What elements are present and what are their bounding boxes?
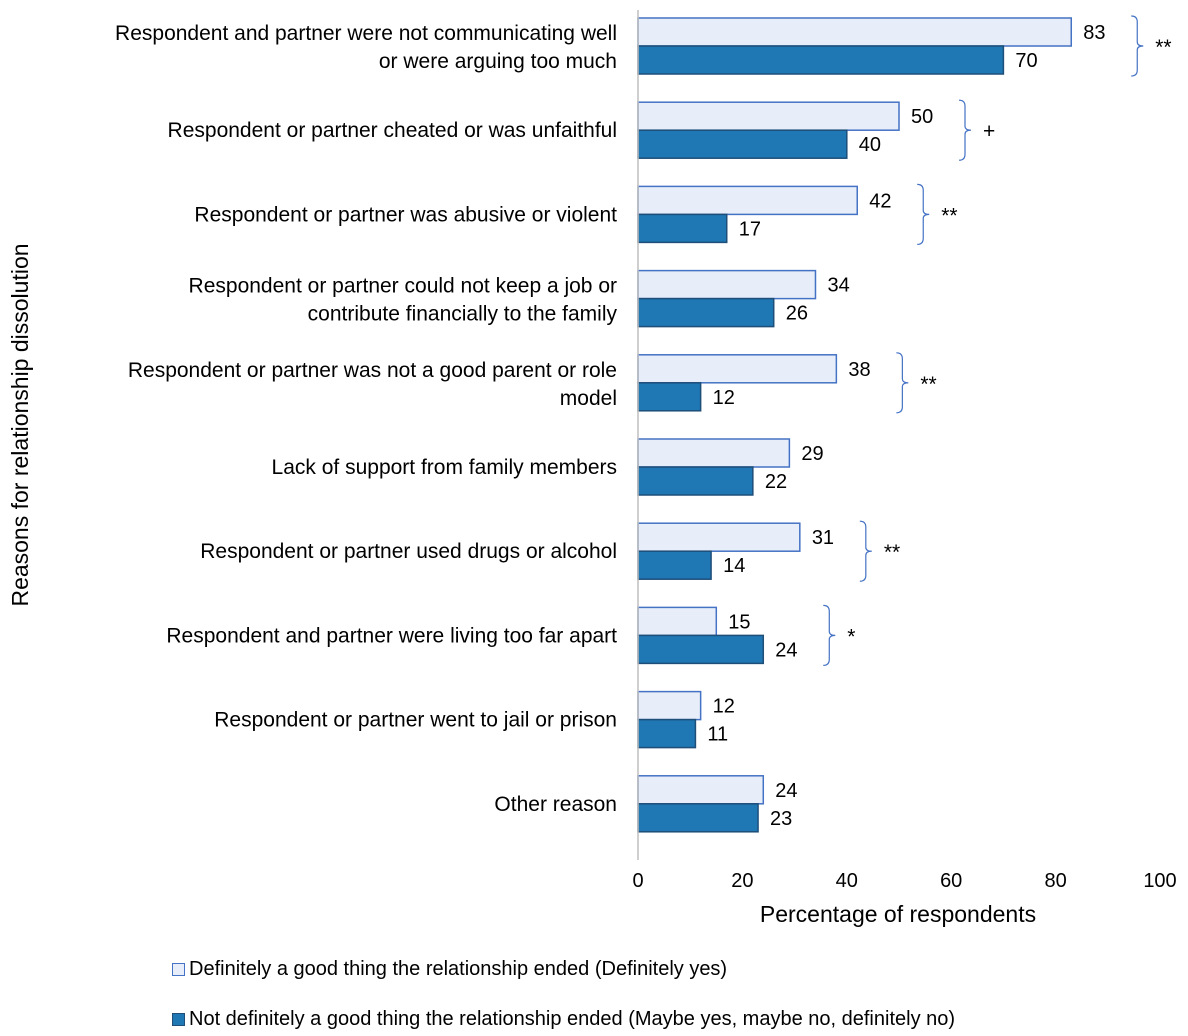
bar-not-definitely [637, 466, 754, 496]
bar-definitely-yes [637, 522, 801, 552]
data-label: 31 [812, 527, 834, 549]
legend-item-definitely-yes: Definitely a good thing the relationship… [172, 958, 727, 981]
significance-brackets: **+******* [823, 15, 1172, 666]
bar-definitely-yes [637, 438, 791, 468]
bar-not-definitely [637, 634, 765, 665]
data-label: 38 [848, 359, 870, 381]
significance-bracket [896, 352, 909, 414]
significance-marker: ** [941, 204, 957, 227]
data-label: 29 [801, 443, 823, 465]
significance-bracket [917, 183, 930, 245]
category-labels: Respondent and partner were not communic… [115, 22, 617, 816]
significance-marker: * [847, 625, 855, 648]
bar-definitely-yes [637, 775, 765, 805]
bar-not-definitely [637, 129, 848, 159]
value-labels: 83 70 50 40 42 17 34 26 38 12 29 22 31 14 15 24 12 11 24 23 [707, 22, 1105, 830]
y-axis-label: Reasons for relationship dissolution [7, 243, 33, 606]
significance-marker: ** [920, 373, 936, 396]
data-label: 24 [775, 639, 797, 661]
significance-marker: ** [884, 541, 900, 564]
data-label: 15 [728, 611, 750, 633]
x-tick-labels: 0 20 40 60 80 100 [632, 870, 1176, 892]
x-tick-label: 20 [731, 870, 753, 892]
category-label: Respondent or partner went to jail or pr… [214, 709, 617, 732]
x-tick-label: 60 [940, 870, 962, 892]
bar-not-definitely [637, 297, 775, 328]
data-label: 83 [1083, 22, 1105, 44]
bar-not-definitely [637, 718, 697, 749]
category-label: Respondent and partner were living too f… [166, 624, 617, 647]
data-label: 22 [765, 471, 787, 493]
x-tick-label: 0 [632, 870, 643, 892]
bar-definitely-yes [637, 606, 718, 637]
data-label: 12 [713, 387, 735, 409]
category-label: Respondent or partner was abusive or vio… [194, 203, 617, 226]
data-label: 12 [713, 696, 735, 718]
significance-bracket [859, 520, 872, 582]
bar-chart: Respondent and partner were not communic… [7, 10, 1177, 927]
significance-bracket [823, 604, 836, 666]
significance-bracket [1131, 15, 1144, 77]
bar-not-definitely [637, 382, 702, 412]
category-label: Respondent or partner was not a good par… [128, 359, 617, 410]
data-label: 34 [827, 275, 849, 297]
category-label: Respondent and partner were not communic… [115, 22, 617, 73]
bar-not-definitely [637, 803, 759, 833]
legend-label-definitely-yes: Definitely a good thing the relationship… [189, 958, 728, 980]
category-label: Respondent or partner cheated or was unf… [168, 119, 617, 142]
bar-definitely-yes [637, 354, 838, 384]
x-tick-label: 80 [1044, 870, 1066, 892]
legend-label-not-definitely: Not definitely a good thing the relation… [189, 1008, 956, 1030]
data-label: 23 [770, 808, 792, 830]
bar-definitely-yes [637, 101, 900, 131]
x-axis-label: Percentage of respondents [760, 901, 1036, 927]
data-label: 26 [786, 303, 808, 325]
legend-swatch-not-definitely [172, 1013, 185, 1026]
bar-not-definitely [637, 213, 728, 244]
significance-marker: ** [1155, 36, 1171, 59]
data-label: 11 [707, 724, 728, 746]
legend-item-not-definitely: Not definitely a good thing the relation… [172, 1008, 955, 1031]
data-label: 50 [911, 106, 933, 128]
bar-definitely-yes [637, 17, 1073, 47]
bar-definitely-yes [637, 690, 702, 721]
bar-not-definitely [637, 550, 712, 580]
data-label: 40 [859, 134, 881, 156]
data-label: 14 [723, 555, 745, 577]
significance-bracket [958, 99, 972, 161]
category-label: Respondent or partner used drugs or alco… [200, 540, 617, 563]
bars-group [637, 17, 1073, 833]
bar-definitely-yes [637, 269, 817, 300]
bar-not-definitely [637, 45, 1005, 75]
category-label: Lack of support from family members [272, 456, 617, 479]
data-label: 24 [775, 780, 797, 802]
x-tick-label: 100 [1143, 870, 1176, 892]
data-label: 70 [1015, 50, 1037, 72]
legend-swatch-definitely-yes [172, 963, 185, 976]
data-label: 17 [739, 218, 761, 240]
data-label: 42 [869, 190, 891, 212]
x-tick-label: 40 [836, 870, 858, 892]
category-label: Other reason [494, 793, 617, 816]
bar-definitely-yes [637, 185, 858, 216]
category-label: Respondent or partner could not keep a j… [189, 275, 618, 326]
significance-marker: + [983, 120, 995, 143]
